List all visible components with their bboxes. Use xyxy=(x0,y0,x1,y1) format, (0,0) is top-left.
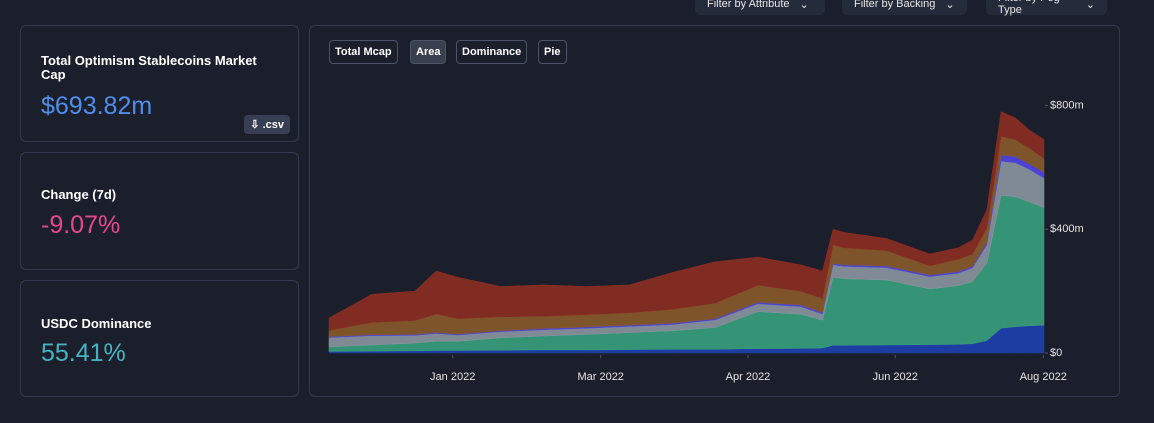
y-tick-label: $0 xyxy=(1050,347,1062,359)
stat-label: USDC Dominance xyxy=(41,316,152,331)
tab[interactable]: Total Mcap xyxy=(329,40,398,64)
x-tick-label: Jan 2022 xyxy=(430,371,475,383)
stat-label: Total Optimism Stablecoins Market Cap xyxy=(41,53,257,82)
area xyxy=(328,111,1045,331)
chevron: ⌄ xyxy=(799,0,809,11)
filter-label: Filter by Attribute xyxy=(707,0,790,10)
filter-label: Filter by Peg Type xyxy=(998,0,1060,16)
stat-value: $693.82m xyxy=(41,92,153,120)
csv-button[interactable]: ⇩ .csv xyxy=(244,115,290,134)
stat-label: Change (7d) xyxy=(41,187,117,202)
stat-value: -9.07% xyxy=(41,211,121,239)
csv-label: .csv xyxy=(262,119,284,131)
tab[interactable]: Pie xyxy=(538,40,567,64)
x-tick-label: Jun 2022 xyxy=(873,371,918,383)
stat-card: Change (7d) -9.07% xyxy=(20,152,299,270)
y-tick-label: $400m xyxy=(1050,223,1084,235)
filter-button[interactable]: Filter by Backing ⌄ xyxy=(842,0,967,15)
filter-button[interactable]: Filter by Peg Type ⌄ xyxy=(986,0,1107,16)
tab[interactable]: Dominance xyxy=(456,40,528,64)
filter-button[interactable]: Filter by Attribute ⌄ xyxy=(695,0,825,15)
tab[interactable]: Area xyxy=(410,40,447,64)
y-tick-label: $800m xyxy=(1050,99,1084,111)
x-tick-label: Mar 2022 xyxy=(577,371,623,383)
x-tick-label: Aug 2022 xyxy=(1020,371,1067,383)
stat-card: Total Optimism Stablecoins Market Cap $6… xyxy=(20,25,299,142)
chevron: ⌄ xyxy=(945,0,955,11)
stat-card: USDC Dominance 55.41% xyxy=(20,280,299,397)
x-tick-label: Apr 2022 xyxy=(726,371,771,383)
chart-panel xyxy=(309,25,1120,397)
filter-label: Filter by Backing xyxy=(854,0,936,10)
stat-value: 55.41% xyxy=(41,339,126,367)
chevron: ⌄ xyxy=(1085,0,1095,11)
